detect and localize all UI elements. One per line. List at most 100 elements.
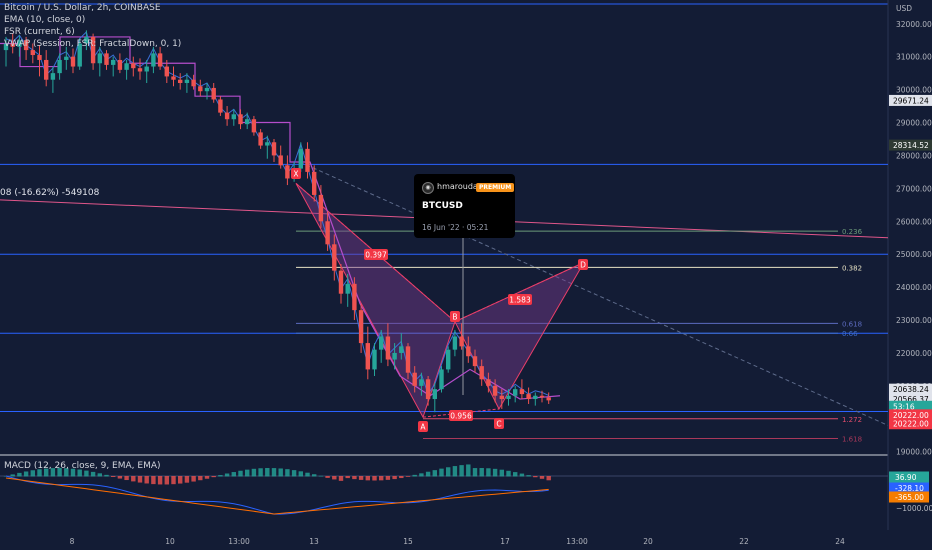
point-b-label: B [450,311,460,322]
price-tick-label: 28000.00 [896,151,932,160]
pattern-bd-line [454,261,585,323]
fib-level-label: 0.66 [842,330,858,338]
macd-histogram-bar [405,476,411,477]
candle-body [144,66,149,72]
candle-body [104,53,109,65]
position-label: 08 (-16.62%) -549108 [0,188,100,198]
macd-histogram-bar [345,476,350,479]
price-tag-text: 53:16 [893,402,915,411]
candle-body [399,346,404,353]
macd-histogram-bar [17,472,22,477]
time-tick-label: 13:00 [566,537,588,546]
time-tick-label: 13 [309,537,319,546]
macd-histogram-bar [466,464,471,477]
point-x-label: X [291,168,301,179]
macd-histogram-bar [499,469,504,477]
macd-histogram-bar [124,476,129,481]
macd-histogram-bar [258,468,263,477]
candle-body [44,59,49,80]
candle-body [151,53,156,67]
candle-body [312,171,317,195]
candle-body [305,148,310,172]
candle-body [392,352,397,360]
candle-body [452,336,458,350]
ema-legend: EMA (10, close, 0) [4,15,86,25]
point-c-label-bg [494,418,504,429]
point-d-label-bg [578,259,588,270]
macd-tick-label: −1000.00 [896,504,932,513]
macd-histogram-bar [50,468,56,477]
ratio-ac-label-bg [449,410,473,421]
candle-body [218,99,223,113]
fib-level-label: 0.382 [842,264,862,272]
macd-histogram-bar [546,476,551,481]
candle-body [492,385,498,396]
point-a-label-text: A [420,423,426,432]
candle-body [117,59,123,70]
candle-body [513,389,518,396]
macd-histogram-bar [332,476,337,480]
macd-histogram-bar [372,476,377,481]
ratio-xb-label-text: 0.397 [365,251,387,260]
candle-body [224,112,230,120]
macd-histogram-bar [44,468,49,477]
candle-body [486,379,491,386]
tooltip-date: 16 Jun '22 · 05:21 [422,223,489,232]
macd-histogram-bar [157,476,163,485]
price-tag-text: 29671.24 [893,96,929,105]
price-tag-bg [889,418,932,430]
avatar: ◉ [422,182,434,194]
time-tick-label: 22 [739,537,749,546]
candle-body [546,397,551,401]
price-tick-label: 19000.00 [896,448,932,457]
candle-body [358,310,364,344]
macd-histogram-bar [472,468,478,477]
macd-histogram-bar [352,476,357,480]
candle-body [97,53,102,64]
author-name[interactable]: hmaroudas [437,182,482,191]
price-tag-text: 20222.00 [893,411,929,420]
candle-body [124,63,129,70]
price-tag: 20222.00 [889,409,932,421]
idea-tooltip[interactable]: ◉ hmaroudas PREMIUM BTCUSD 16 Jun '22 · … [414,174,515,238]
candle-body [278,155,283,166]
macd-histogram-bar [218,475,223,477]
point-b-label-text: B [452,313,457,322]
candle-body [459,336,464,347]
candle-body [17,40,22,47]
candle-body [472,356,478,367]
macd-histogram-bar [312,474,317,477]
time-tick-label: 15 [403,537,413,546]
price-tick-label: 25000.00 [896,250,932,259]
price-tag-bg [889,409,932,421]
macd-histogram-bar [131,476,136,482]
macd-histogram-bar [211,476,216,478]
macd-histogram-bar [117,476,123,479]
macd-histogram-bar [64,468,69,477]
macd-histogram-bar [291,470,297,477]
candle-body [50,73,56,80]
candle-body [499,395,504,400]
macd-histogram-bar [30,470,35,477]
ema-line [5,31,549,396]
macd-line [5,475,549,515]
candle-body [332,244,337,271]
candle-body [539,395,545,398]
candle-body [191,79,196,87]
candle-body [425,379,431,400]
price-tick-label: 22000.00 [896,349,932,358]
candle-body [439,369,444,390]
price-tag-text: 28314.52 [893,141,929,150]
time-tick-label: 10 [165,537,175,546]
macd-histogram-bar [539,476,545,479]
candle-body [184,79,190,84]
macd-histogram-bar [97,473,102,477]
candle-body [338,270,344,294]
price-tag: 20638.24 [889,383,932,395]
macd-histogram-bar [231,472,236,477]
macd-histogram-bar [432,470,437,477]
candle-body [506,395,511,400]
candle-body [70,56,76,67]
macd-histogram-bar [479,468,484,477]
